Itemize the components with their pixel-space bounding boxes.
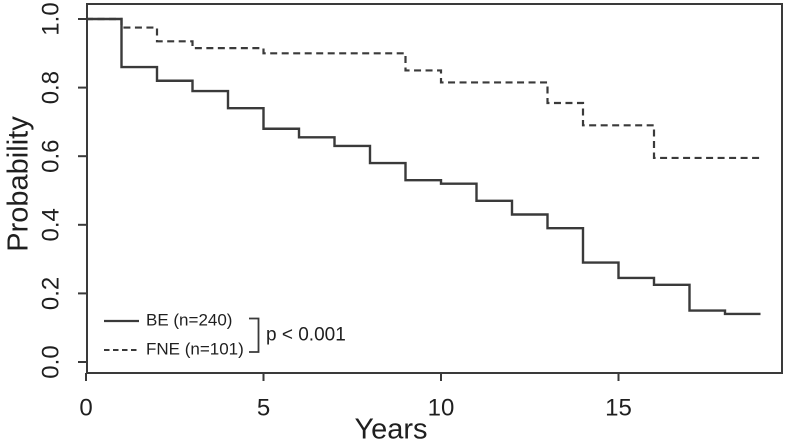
x-tick-label: 5 bbox=[257, 394, 270, 421]
legend-label-be: BE (n=240) bbox=[146, 310, 233, 330]
plot-border bbox=[86, 3, 783, 374]
legend-label-fne: FNE (n=101) bbox=[146, 339, 244, 359]
y-tick-label: 0.4 bbox=[37, 208, 64, 241]
y-tick-label: 1.0 bbox=[37, 2, 64, 35]
p-value-annotation: p < 0.001 bbox=[266, 324, 346, 346]
y-tick-label: 0.6 bbox=[37, 140, 64, 173]
comparison-bracket bbox=[249, 317, 260, 353]
x-axis-label: Years bbox=[354, 413, 428, 446]
survival-curve-fne bbox=[86, 17, 761, 160]
y-tick-label: 0.2 bbox=[37, 277, 64, 310]
y-axis-label: Probability bbox=[2, 116, 35, 252]
x-tick-label: 10 bbox=[428, 394, 455, 421]
x-tick-label: 15 bbox=[605, 394, 632, 421]
y-tick-label: 0.8 bbox=[37, 71, 64, 104]
y-tick-label: 0.0 bbox=[37, 345, 64, 378]
survival-curve-be bbox=[86, 17, 761, 316]
x-tick-label: 0 bbox=[79, 394, 92, 421]
